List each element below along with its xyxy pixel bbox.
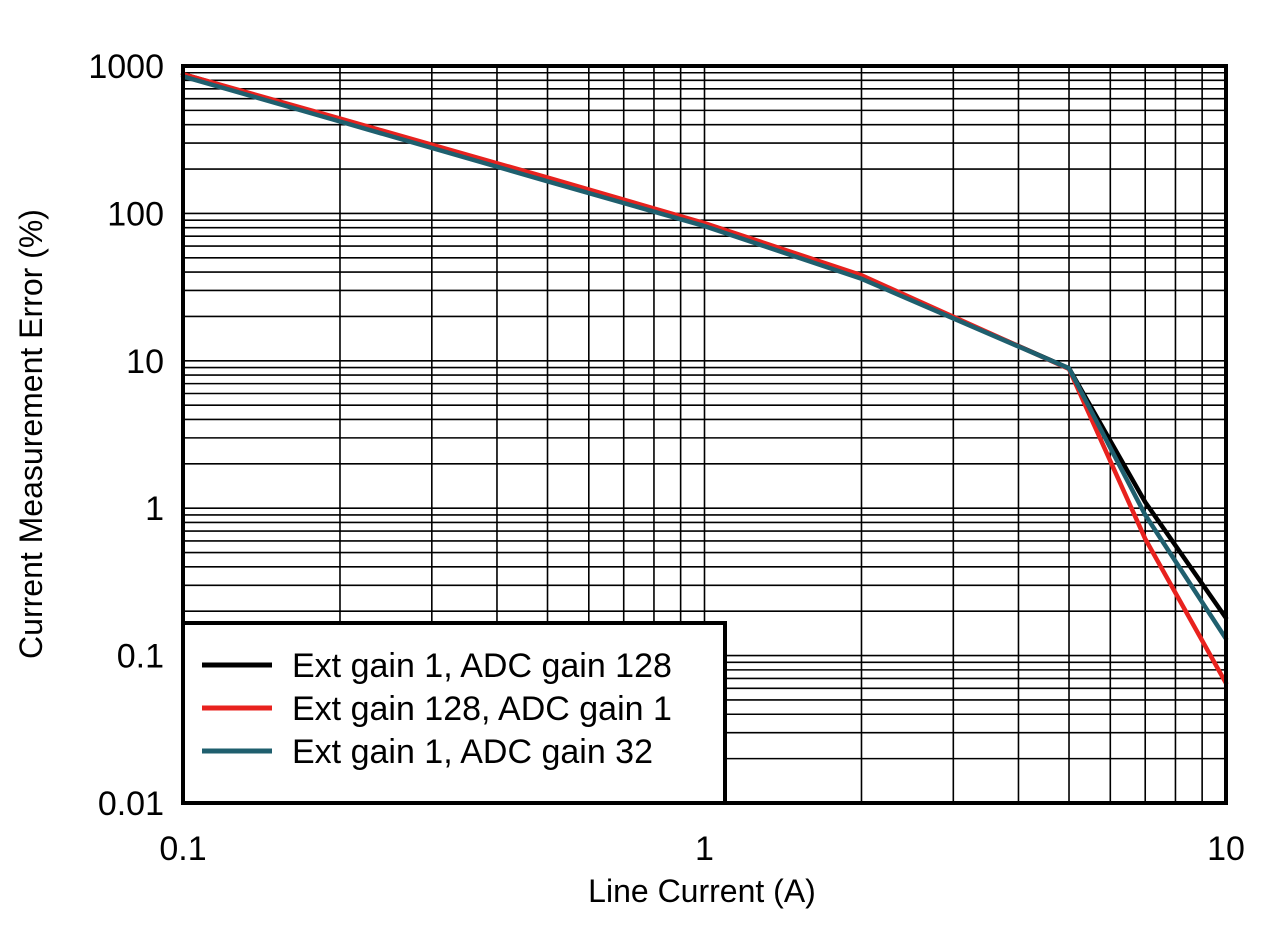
- x-tick-labels: 0.1 1 10: [159, 830, 1245, 868]
- y-tick-label: 0.1: [117, 638, 164, 676]
- y-tick-label: 10: [126, 343, 164, 381]
- x-tick-label: 1: [695, 830, 714, 868]
- y-tick-labels: 1000 100 10 1 0.1 0.01: [88, 48, 164, 823]
- x-tick-label: 10: [1207, 830, 1245, 868]
- y-tick-label: 0.01: [98, 785, 164, 823]
- legend-label-2: Ext gain 128, ADC gain 1: [292, 690, 672, 728]
- x-axis-title: Line Current (A): [588, 873, 816, 909]
- y-tick-label: 1000: [88, 48, 164, 86]
- y-tick-label: 1: [145, 490, 164, 528]
- series-line-2: [180, 71, 1229, 686]
- y-axis-title: Current Measurement Error (%): [13, 209, 49, 659]
- series-line-3: [180, 74, 1229, 642]
- series-lines: [180, 71, 1229, 686]
- legend-box: [181, 621, 727, 805]
- legend: Ext gain 1, ADC gain 128 Ext gain 128, AD…: [181, 621, 727, 805]
- legend-label-3: Ext gain 1, ADC gain 32: [292, 733, 653, 771]
- x-tick-label: 0.1: [159, 830, 206, 868]
- y-tick-label: 100: [107, 195, 164, 233]
- legend-label-1: Ext gain 1, ADC gain 128: [292, 647, 672, 685]
